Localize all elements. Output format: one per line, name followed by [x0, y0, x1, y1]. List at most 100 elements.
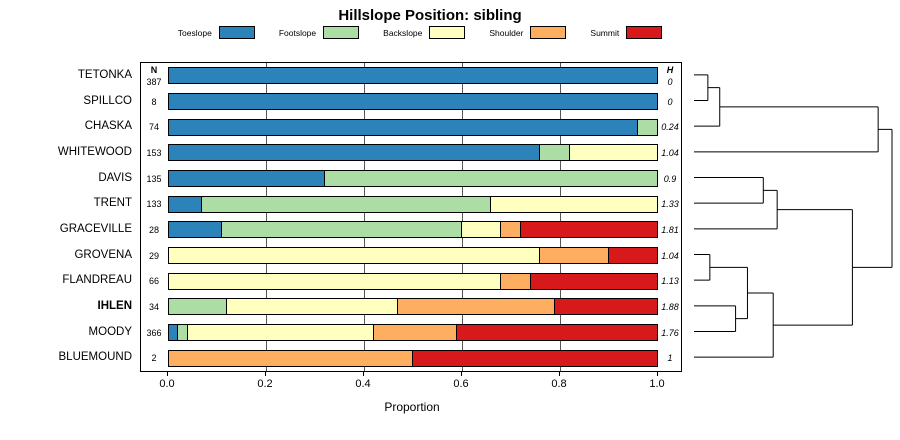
x-tick-label: 0.6 [453, 378, 469, 390]
bar-segment [168, 170, 325, 187]
legend-label: Summit [590, 27, 620, 38]
dendrogram [694, 74, 893, 358]
h-value: 1 [667, 353, 673, 364]
bar-row [168, 93, 658, 110]
gridline [559, 63, 561, 371]
x-tick-label: 1.0 [649, 378, 665, 390]
bar-segment [413, 349, 658, 367]
bar-segment [501, 272, 531, 290]
bar-row [168, 118, 658, 136]
row-label: DAVIS [98, 171, 132, 184]
x-tick-label: 0.8 [551, 378, 567, 390]
bar-segment [187, 324, 374, 341]
row-label: TRENT [93, 197, 132, 210]
row-label: GRACEVILLE [59, 222, 132, 235]
x-tick-label: 0.4 [355, 378, 371, 390]
n-value: 28 [148, 225, 159, 235]
bar-row [168, 195, 658, 213]
n-value: 387 [146, 77, 162, 87]
legend-label: Footslope [278, 27, 317, 38]
legend: Toeslope Footslope Backslope Shoulder Summit [0, 26, 840, 39]
bar-segment [569, 144, 658, 162]
legend-item: Shoulder [489, 26, 567, 39]
h-value: 0 [667, 77, 673, 87]
bar-row [168, 144, 658, 162]
bar-row [168, 324, 658, 341]
bar-segment [398, 298, 556, 316]
row-label: TETONKA [77, 68, 132, 81]
legend-item: Summit [590, 26, 663, 39]
bar-segment [221, 221, 462, 239]
bar-segment [168, 93, 658, 110]
n-value: 34 [148, 302, 159, 312]
bar-segment [540, 247, 609, 264]
h-value: 1.04 [661, 148, 679, 158]
legend-swatch [626, 26, 663, 39]
gridline [265, 63, 267, 371]
bar-row [168, 170, 658, 187]
bar-row [168, 67, 658, 85]
gridline [363, 63, 365, 371]
n-value: 29 [148, 250, 159, 261]
legend-swatch [429, 26, 466, 39]
n-value: 366 [146, 327, 162, 338]
h-value: 1.33 [661, 199, 679, 210]
h-value: 1.88 [661, 302, 679, 312]
row-label: WHITEWOOD [57, 145, 132, 158]
plot-area: N H 387 0 8 0 74 0.24 153 1.04 135 0.9 133 1.33 28 1.… [140, 62, 682, 372]
h-value: 1.81 [661, 225, 679, 235]
n-value: 2 [151, 353, 157, 364]
h-value: 1.04 [661, 250, 679, 261]
bar-segment [520, 221, 658, 239]
n-column-header: N [150, 65, 158, 75]
bar-segment [177, 324, 188, 341]
h-value: 0.24 [661, 122, 679, 133]
bar-segment [457, 324, 658, 341]
legend-swatch [530, 26, 567, 39]
bar-segment [168, 349, 413, 367]
x-tick [166, 371, 168, 376]
h-column-header: H [666, 65, 674, 75]
bar-segment [168, 144, 541, 162]
n-value: 8 [151, 96, 157, 107]
row-label: BLUEMOUND [58, 351, 132, 364]
bar-segment [168, 195, 203, 213]
row-label: CHASKA [84, 120, 132, 133]
h-value: 1.76 [661, 327, 679, 338]
legend-item: Footslope [278, 26, 360, 39]
bar-segment [462, 221, 502, 239]
h-value: 1.13 [661, 276, 679, 287]
chart-title: Hillslope Position: sibling [338, 7, 522, 24]
n-value: 135 [146, 173, 162, 184]
gridline [461, 63, 463, 371]
legend-label: Toeslope [177, 27, 212, 38]
bar-segment [168, 67, 658, 85]
n-value: 74 [148, 122, 159, 133]
x-tick-label: 0.0 [159, 378, 175, 390]
bar-row [168, 349, 658, 367]
bar-segment [540, 144, 570, 162]
bar-segment [202, 195, 492, 213]
h-value: 0 [667, 96, 673, 107]
bar-segment [324, 170, 658, 187]
bar-segment [168, 247, 541, 264]
row-label: FLANDREAU [62, 274, 132, 287]
n-value: 133 [146, 199, 162, 210]
legend-item: Toeslope [178, 26, 255, 39]
bar-segment [168, 118, 639, 136]
bar-segment [501, 221, 521, 239]
n-value: 66 [148, 276, 159, 287]
h-value: 0.9 [663, 173, 677, 184]
bar-row [168, 298, 658, 316]
legend-label: Shoulder [489, 27, 524, 38]
dendrogram-path [694, 74, 893, 358]
bar-segment [373, 324, 458, 341]
bar-row [168, 221, 658, 239]
row-label: SPILLCO [83, 94, 132, 107]
row-label: IHLEN [97, 299, 133, 312]
bar-segment [638, 118, 658, 136]
x-tick-label: 0.2 [257, 378, 273, 390]
x-tick [460, 371, 462, 376]
x-tick [558, 371, 560, 376]
